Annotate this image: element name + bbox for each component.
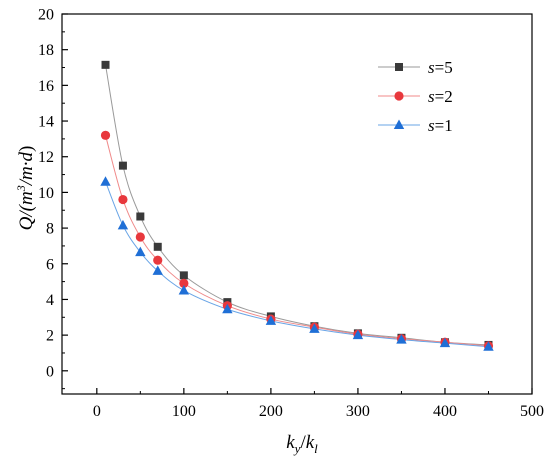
data-point-square [136,212,145,221]
y-tick-label: 0 [46,363,54,380]
y-tick-label: 16 [38,78,54,95]
y-tick-label: 8 [46,221,54,238]
plot-frame [61,13,533,395]
x-tick-label: 400 [433,403,457,420]
legend-marker-triangle [393,119,405,129]
data-point-triangle [135,246,146,257]
y-tick-label: 20 [38,7,54,24]
legend: s=5 s=2 s=1 [378,58,453,135]
y-tick-label: 6 [46,256,54,273]
data-point-square [101,60,110,69]
data-point-triangle [152,265,163,275]
y-axis-title: Q/(m3/m·d) [14,146,37,231]
x-tick-label: 100 [172,403,196,420]
series-lines [105,64,489,348]
legend-marker-square [395,63,403,71]
x-tick-label: 200 [259,403,283,420]
series-line-1 [105,135,489,347]
data-point-triangle [352,329,364,340]
legend-label: s=2 [428,87,453,106]
data-point-triangle [483,341,494,351]
y-tick-label: 18 [38,42,54,59]
data-point-triangle [309,323,320,333]
x-tick-label: 500 [520,403,544,420]
legend-label: s=5 [428,58,453,77]
y-tick-label: 12 [38,149,54,166]
series-line-0 [105,64,489,346]
data-point-triangle [100,176,111,186]
y-tick-label: 10 [38,185,54,202]
data-point-triangle [396,334,407,344]
data-point-triangle [222,303,233,314]
data-point-triangle [265,315,277,325]
data-point-circle [153,255,163,265]
y-tick-label: 4 [46,292,54,309]
legend-label: s=1 [428,116,453,135]
x-tick-label: 0 [93,403,101,420]
data-point-square [179,271,188,280]
y-tick-label: 2 [46,328,54,345]
data-point-circle [135,232,145,242]
axes [61,13,533,395]
data-point-square [118,161,127,170]
data-point-circle [118,194,128,205]
series-markers [100,60,494,351]
data-point-triangle [178,285,190,295]
data-point-circle [100,130,111,140]
x-tick-label: 300 [346,403,370,420]
series-line-2 [105,181,489,348]
data-point-triangle [439,337,451,348]
legend-marker-circle [394,91,404,101]
y-tick-label: 14 [38,114,54,131]
data-point-circle [179,278,189,288]
x-axis-title: ky/kl [286,432,318,456]
data-point-triangle [117,219,129,230]
tick-labels: 0 100 200 300 400 500 0 2 4 6 8 10 12 14 16 18 20 [38,7,544,421]
data-point-square [153,242,162,251]
